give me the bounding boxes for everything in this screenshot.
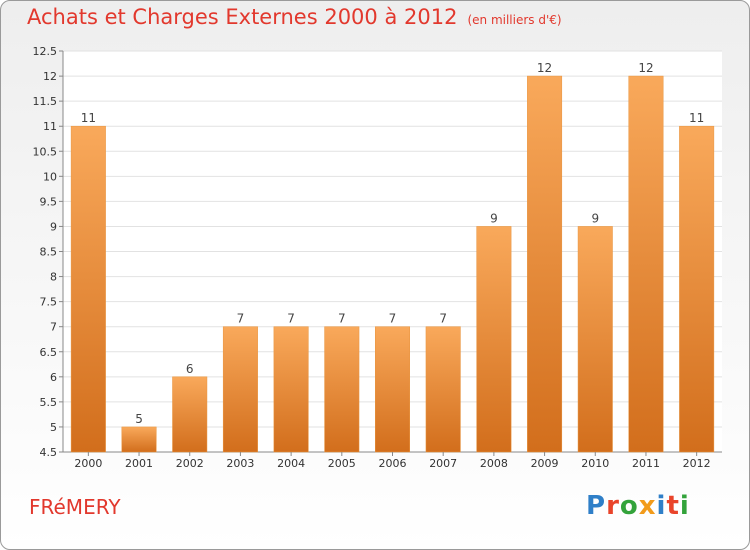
bar: [324, 326, 360, 453]
x-tick-label: 2001: [125, 457, 153, 470]
logo-letter: i: [679, 491, 690, 521]
bar: [121, 426, 157, 453]
bar: [628, 75, 664, 453]
logo-letter: x: [638, 491, 657, 521]
x-tick-label: 2011: [632, 457, 660, 470]
y-tick-label: 9: [50, 220, 57, 233]
logo-letter: r: [606, 491, 620, 521]
y-tick-label: 6.5: [40, 346, 58, 359]
bar-value-label: 7: [338, 312, 346, 326]
x-tick-label: 2000: [74, 457, 102, 470]
x-tick-label: 2005: [328, 457, 356, 470]
x-tick-label: 2010: [581, 457, 609, 470]
y-tick-label: 10: [43, 170, 57, 183]
y-tick-label: 12.5: [33, 45, 58, 58]
y-tick-label: 9.5: [40, 195, 58, 208]
x-tick-label: 2004: [277, 457, 305, 470]
x-tick-label: 2007: [429, 457, 457, 470]
bar: [222, 326, 258, 453]
bar: [679, 125, 715, 453]
bar: [70, 125, 106, 453]
y-tick-label: 8.5: [40, 246, 58, 259]
x-tick-label: 2009: [531, 457, 559, 470]
y-tick-label: 7: [50, 321, 57, 334]
x-tick-label: 2003: [226, 457, 254, 470]
bar: [577, 226, 613, 453]
proxiti-logo: Proxiti: [586, 491, 690, 521]
bar-value-label: 7: [237, 312, 245, 326]
logo-letter: P: [586, 491, 607, 521]
x-tick-label: 2006: [379, 457, 407, 470]
y-tick-label: 5: [50, 421, 57, 434]
y-tick-label: 4.5: [40, 446, 58, 459]
title-text: Achats et Charges Externes 2000 à 2012: [27, 5, 458, 29]
bar-value-label: 9: [591, 211, 599, 225]
bar: [172, 376, 208, 453]
bar-value-label: 7: [439, 312, 447, 326]
y-tick-label: 11: [43, 120, 57, 133]
bar-value-label: 6: [186, 362, 194, 376]
bar-value-label: 9: [490, 211, 498, 225]
bar: [273, 326, 309, 453]
y-tick-label: 5.5: [40, 396, 58, 409]
x-tick-label: 2012: [683, 457, 711, 470]
bar-value-label: 7: [287, 312, 295, 326]
x-tick-label: 2008: [480, 457, 508, 470]
bar: [425, 326, 461, 453]
logo-letter: i: [656, 491, 667, 521]
bar-value-label: 12: [537, 61, 552, 75]
logo-letter: t: [666, 491, 680, 521]
bar-value-label: 7: [389, 312, 397, 326]
y-tick-label: 6: [50, 371, 57, 384]
y-tick-label: 7.5: [40, 296, 58, 309]
y-tick-label: 12: [43, 70, 57, 83]
bar-value-label: 5: [135, 412, 143, 426]
chart-title: Achats et Charges Externes 2000 à 2012 (e…: [27, 5, 562, 29]
commune-name: FRéMERY: [29, 495, 121, 519]
bar-value-label: 11: [689, 111, 704, 125]
bar-value-label: 12: [638, 61, 653, 75]
bar: [527, 75, 563, 453]
y-tick-label: 10.5: [33, 145, 58, 158]
bar-value-label: 11: [81, 111, 96, 125]
title-unit: (en milliers d'€): [467, 13, 562, 27]
x-tick-label: 2002: [176, 457, 204, 470]
bar: [476, 226, 512, 453]
y-tick-label: 8: [50, 271, 57, 284]
logo-letter: o: [619, 491, 639, 521]
y-tick-label: 11.5: [33, 95, 58, 108]
bar: [375, 326, 410, 453]
